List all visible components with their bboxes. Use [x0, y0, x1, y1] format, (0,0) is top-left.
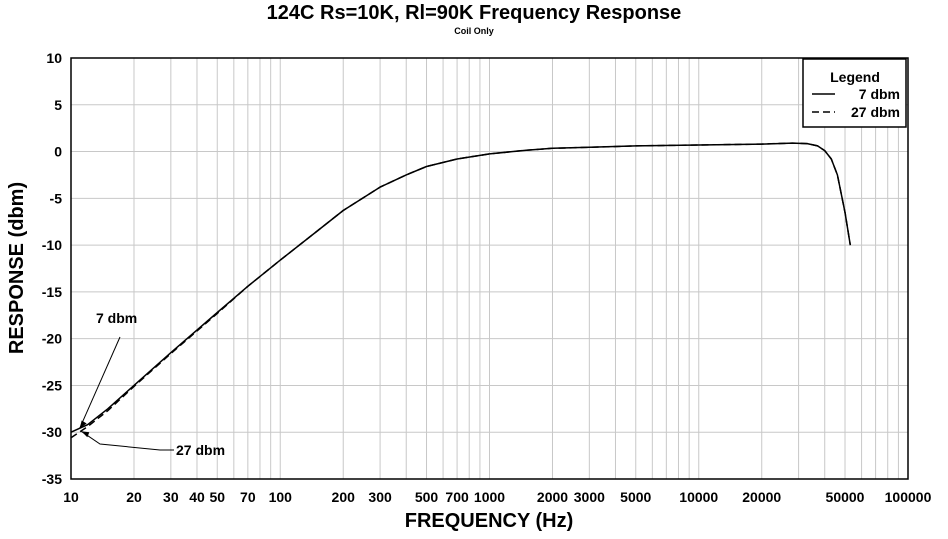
annotation-leader-7dbm — [79, 336, 121, 429]
y-tick-label: -5 — [50, 190, 63, 206]
chart-title: 124C Rs=10K, Rl=90K Frequency Response — [266, 2, 682, 24]
x-tick-label: 30 — [163, 489, 179, 505]
annotation-arrowhead — [79, 420, 87, 429]
x-tick-label: 70 — [240, 489, 256, 505]
annotation-arrowhead — [81, 431, 90, 438]
x-tick-label: 20000 — [742, 489, 781, 505]
annotation-label-27dbm: 27 dbm — [176, 442, 225, 458]
x-tick-label: 40 — [189, 489, 205, 505]
x-tick-label: 5000 — [620, 489, 651, 505]
annotation-label-7dbm: 7 dbm — [96, 310, 137, 326]
x-tick-label: 700 — [445, 489, 469, 505]
x-tick-label: 300 — [368, 489, 392, 505]
x-tick-label: 2000 — [537, 489, 568, 505]
legend-box — [802, 58, 907, 128]
y-tick-label: -15 — [42, 284, 62, 300]
x-tick-label: 1000 — [474, 489, 505, 505]
x-tick-label: 20 — [126, 489, 142, 505]
y-tick-label: -25 — [42, 377, 62, 393]
y-tick-label: -10 — [42, 237, 62, 253]
y-tick-label: 10 — [46, 50, 62, 66]
y-tick-label: 0 — [54, 144, 62, 160]
x-tick-label: 100 — [269, 489, 293, 505]
x-tick-label: 3000 — [574, 489, 605, 505]
annotations: 7 dbm 27 dbm — [79, 310, 225, 458]
y-axis-label: RESPONSE (dbm) — [6, 182, 28, 354]
y-tick-label: -20 — [42, 331, 62, 347]
y-tick-label: 5 — [54, 97, 62, 113]
grid — [70, 57, 909, 480]
legend-title: Legend — [830, 69, 880, 85]
x-tick-label: 10000 — [679, 489, 718, 505]
x-tick-label: 50 — [209, 489, 225, 505]
chart-subtitle: Coil Only — [454, 26, 494, 36]
x-tick-label: 10 — [63, 489, 79, 505]
x-tick-labels: 10 20 30 40 50 70 100 200 300 500 700 1000 2000 3000 5… — [63, 489, 931, 505]
x-tick-label: 100000 — [885, 489, 932, 505]
series-line-27-dbm — [70, 142, 852, 439]
x-tick-label: 500 — [415, 489, 439, 505]
x-tick-label: 50000 — [826, 489, 865, 505]
y-tick-label: -35 — [42, 471, 62, 487]
annotation-leader-27dbm — [81, 430, 174, 451]
x-tick-label: 200 — [332, 489, 356, 505]
y-tick-labels: 10 5 0 -5 -10 -15 -20 -25 -30 -35 — [42, 50, 62, 487]
plot-border — [70, 57, 909, 480]
legend-entry-label: 27 dbm — [851, 104, 900, 120]
x-axis-label: FREQUENCY (Hz) — [405, 510, 574, 532]
series-lines — [70, 142, 852, 439]
legend-entry-label: 7 dbm — [859, 86, 900, 102]
series-line-7-dbm — [70, 142, 852, 433]
y-tick-label: -30 — [42, 424, 62, 440]
